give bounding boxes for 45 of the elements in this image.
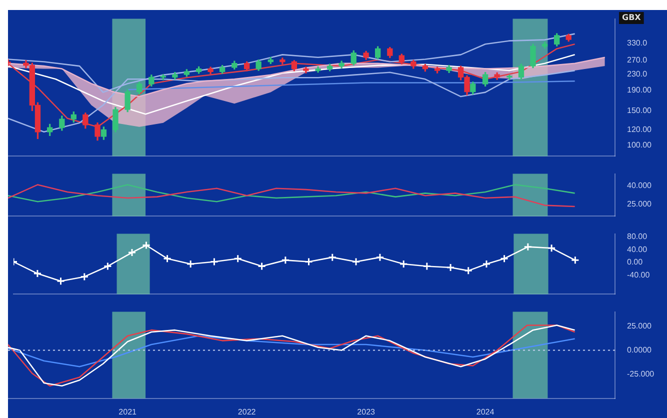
y-tick-label: 40.00 (627, 244, 648, 254)
point (376, 253, 384, 262)
x-tick-label: 2023 (357, 407, 376, 416)
point (482, 260, 491, 268)
y-tick-label: 330.0 (627, 38, 648, 48)
point (33, 269, 42, 278)
x-tick-label: 2022 (238, 407, 256, 416)
point (258, 262, 266, 270)
y-tick-label: -25.000 (627, 370, 655, 379)
y-tick-label: 270.0 (627, 56, 648, 65)
y-tick-label: 190.00 (627, 86, 652, 95)
point (422, 262, 432, 270)
y-tick-label: 0.0000 (627, 345, 652, 354)
y-tick-label: 100.00 (627, 140, 652, 150)
point (281, 256, 290, 264)
x-tick-label: 2021 (118, 407, 138, 416)
point (304, 258, 313, 266)
point (210, 258, 218, 266)
point (547, 244, 556, 252)
point (328, 253, 337, 262)
point (56, 276, 66, 286)
point (399, 260, 408, 268)
point (464, 266, 473, 275)
y-tick-label: 0.00 (627, 258, 644, 267)
text: GBX (622, 13, 642, 22)
y-tick-label: 80.00 (627, 232, 648, 242)
point (142, 240, 150, 250)
y-tick-label: 120.00 (627, 124, 652, 134)
point (128, 248, 136, 257)
x-tick-label: 2024 (476, 407, 495, 416)
y-tick-label: 25.000 (627, 321, 652, 330)
y-tick-label: 25.000 (627, 199, 652, 208)
point (186, 260, 195, 268)
y-tick-label: 40.000 (627, 181, 652, 190)
point (446, 263, 455, 272)
point (163, 254, 172, 263)
point (352, 258, 360, 266)
y-tick-label: 230.0 (627, 69, 648, 78)
y-tick-label: -40.00 (627, 270, 650, 280)
point (524, 242, 532, 252)
point (103, 262, 112, 270)
point (234, 254, 242, 263)
point (500, 254, 509, 263)
point (80, 272, 89, 281)
y-tick-label: 150.00 (627, 106, 652, 115)
